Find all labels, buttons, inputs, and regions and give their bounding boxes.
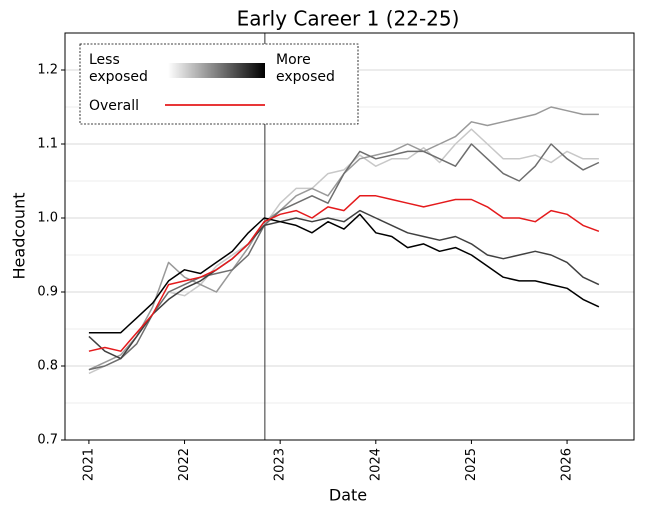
y-tick-label: 0.9: [37, 285, 58, 300]
x-tick-label: 2022: [177, 448, 192, 481]
legend-label: Overall: [89, 98, 139, 114]
legend-gradient: [168, 63, 265, 78]
legend-label: exposed: [276, 69, 335, 85]
legend-label: More: [276, 52, 311, 68]
series-line: [88, 143, 600, 371]
legend-label: exposed: [89, 69, 148, 85]
legend-box: [79, 43, 359, 125]
y-tick-label: 1.0: [37, 211, 58, 226]
series-line: [88, 128, 599, 375]
x-tick-label: 2024: [368, 448, 383, 481]
plot-frame: [64, 32, 635, 441]
x-tick-label: 2026: [560, 448, 575, 481]
y-tick-label: 1.2: [37, 63, 58, 78]
y-tick-label: 0.7: [37, 433, 58, 448]
x-tick-label: 2025: [464, 448, 479, 481]
x-tick-label: 2023: [273, 448, 288, 481]
series-line: [88, 209, 600, 360]
x-axis-label: Date: [329, 486, 367, 505]
y-tick-label: 1.1: [37, 137, 58, 152]
y-tick-label: 0.8: [37, 359, 58, 374]
series-line: [88, 195, 600, 352]
chart-title: Early Career 1 (22-25): [237, 7, 460, 31]
series-line: [88, 213, 600, 334]
y-axis-label: Headcount: [10, 193, 29, 280]
x-tick-label: 2021: [81, 448, 96, 481]
series-line: [88, 106, 599, 371]
legend-label: Less: [89, 52, 120, 68]
